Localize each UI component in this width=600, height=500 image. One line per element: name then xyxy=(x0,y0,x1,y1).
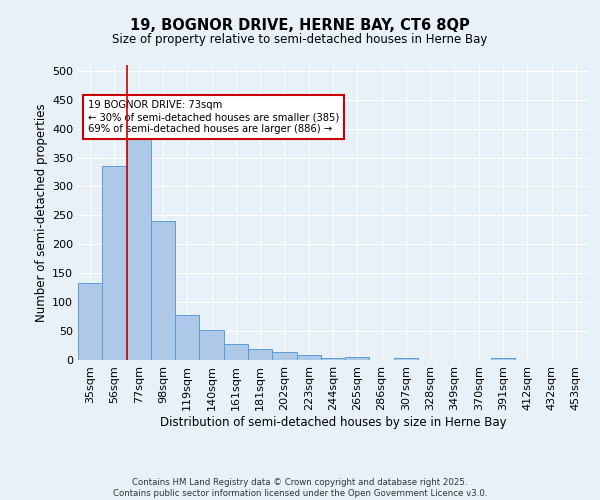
Bar xyxy=(199,330,224,360)
Text: 19, BOGNOR DRIVE, HERNE BAY, CT6 8QP: 19, BOGNOR DRIVE, HERNE BAY, CT6 8QP xyxy=(130,18,470,32)
Bar xyxy=(394,358,418,360)
Bar xyxy=(175,316,199,360)
Bar xyxy=(272,352,296,360)
Bar xyxy=(151,220,175,360)
Bar xyxy=(127,132,151,360)
Bar xyxy=(321,358,345,360)
Bar xyxy=(102,166,127,360)
Bar xyxy=(296,356,321,360)
Text: Contains HM Land Registry data © Crown copyright and database right 2025.
Contai: Contains HM Land Registry data © Crown c… xyxy=(113,478,487,498)
Bar xyxy=(78,283,102,360)
Bar xyxy=(248,349,272,360)
Bar xyxy=(224,344,248,360)
Y-axis label: Number of semi-detached properties: Number of semi-detached properties xyxy=(35,103,48,322)
Text: 19 BOGNOR DRIVE: 73sqm
← 30% of semi-detached houses are smaller (385)
69% of se: 19 BOGNOR DRIVE: 73sqm ← 30% of semi-det… xyxy=(88,100,340,134)
Bar xyxy=(491,358,515,360)
Bar xyxy=(345,357,370,360)
X-axis label: Distribution of semi-detached houses by size in Herne Bay: Distribution of semi-detached houses by … xyxy=(160,416,506,428)
Text: Size of property relative to semi-detached houses in Herne Bay: Size of property relative to semi-detach… xyxy=(112,32,488,46)
